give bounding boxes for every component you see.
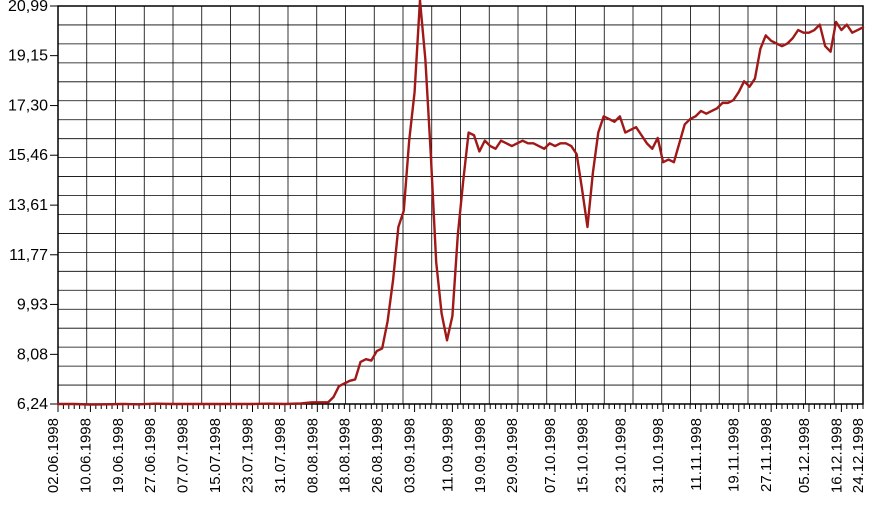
- x-tick-label: 11.09.1998: [439, 418, 456, 492]
- x-tick-label: 11.11.1998: [688, 418, 705, 491]
- x-tick-label: 15.07.1998: [207, 418, 224, 493]
- y-tick-label: 20,99: [8, 0, 48, 15]
- x-tick-label: 23.10.1998: [612, 418, 629, 493]
- x-tick-label: 27.11.1998: [758, 418, 775, 492]
- x-tick-label: 02.06.1998: [45, 418, 62, 493]
- x-tick-label: 19.06.1998: [110, 418, 127, 493]
- x-tick-label: 26.08.1998: [369, 418, 386, 493]
- y-tick-label: 17,30: [8, 98, 48, 115]
- y-tick-label: 19,15: [8, 48, 48, 65]
- x-tick-label: 07.10.1998: [542, 418, 559, 493]
- y-tick-label: 13,61: [8, 197, 48, 214]
- x-tick-label: 08.08.1998: [304, 418, 321, 493]
- x-tick-label: 24.12.1998: [850, 418, 867, 493]
- y-tick-label: 8,08: [17, 346, 48, 363]
- y-tick-label: 11,77: [9, 247, 48, 264]
- x-tick-label: 07.07.1998: [175, 418, 192, 493]
- y-tick-label: 9,93: [17, 296, 48, 313]
- x-tick-label: 10.06.1998: [77, 418, 94, 493]
- x-tick-label: 15.10.1998: [574, 418, 591, 493]
- y-tick-label: 6,24: [17, 396, 48, 413]
- line-chart: 20,99 19,15 17,30 15,46 13,61 11,77 9,93 8,08 6,…: [0, 0, 873, 529]
- x-tick-label: 05.12.1998: [796, 418, 813, 493]
- x-tick-label: 18.08.1998: [337, 418, 354, 493]
- x-tick-label: 03.09.1998: [402, 418, 419, 493]
- x-tick-label: 23.07.1998: [239, 418, 256, 493]
- x-tick-label: 16.12.1998: [828, 418, 845, 493]
- x-tick-label: 31.07.1998: [272, 418, 289, 493]
- x-tick-label: 31.10.1998: [650, 418, 667, 493]
- x-tick-label: 29.09.1998: [504, 418, 521, 493]
- x-tick-label: 27.06.1998: [142, 418, 159, 493]
- x-tick-label: 19.11.1998: [726, 418, 743, 492]
- y-tick-label: 15,46: [8, 147, 48, 164]
- x-tick-label: 19.09.1998: [472, 418, 489, 493]
